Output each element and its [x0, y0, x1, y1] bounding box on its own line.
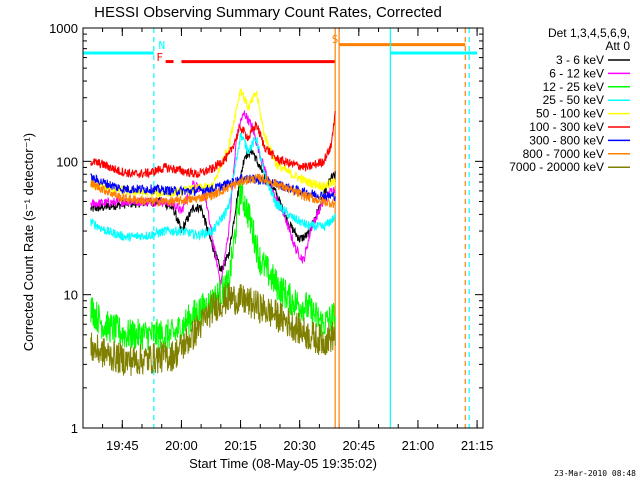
y-tick-labels: 1 10 100 1000	[49, 21, 78, 436]
y-tick-label-2: 100	[56, 154, 78, 169]
legend-label-3: 25 - 50 keV	[543, 93, 604, 107]
x-axis-label: Start Time (08-May-05 19:35:02)	[189, 456, 377, 471]
x-tick-label-5: 21:00	[402, 438, 435, 453]
series-line-4	[90, 88, 336, 198]
flag-bars	[83, 43, 478, 64]
series-line-3	[90, 132, 336, 242]
series-line-7	[90, 173, 336, 209]
x-tick-label-4: 20:45	[343, 438, 376, 453]
y-axis-label: Corrected Count Rate (s⁻¹ detector⁻¹)	[21, 133, 36, 351]
legend-label-7: 800 - 7000 keV	[523, 147, 604, 161]
x-tick-label-2: 20:15	[224, 438, 257, 453]
x-tick-label-3: 20:30	[283, 438, 316, 453]
x-tick-label-6: 21:15	[461, 438, 494, 453]
y-tick-label-3: 1000	[49, 21, 78, 36]
x-tick-label-1: 20:00	[165, 438, 198, 453]
legend-label-1: 6 - 12 keV	[549, 66, 604, 80]
flag-label-f: F	[156, 51, 163, 64]
series-line-5	[90, 111, 336, 179]
legend-header-line-2: Att 0	[605, 39, 630, 53]
legend-label-6: 300 - 800 keV	[529, 133, 604, 147]
legend-label-2: 12 - 25 keV	[543, 80, 604, 94]
legend-header-line-1: Det 1,3,4,5,6,9,	[548, 26, 630, 40]
plot-frame	[82, 27, 484, 429]
footer-timestamp: 23-Mar-2010 08:48	[554, 469, 636, 478]
x-tick-labels: 19:45 20:00 20:15 20:30 20:45 21:00 21:15	[106, 438, 493, 453]
legend-label-0: 3 - 6 keV	[556, 53, 604, 67]
flag-vlines	[153, 28, 470, 428]
plot-series	[90, 88, 336, 376]
legend-label-4: 50 - 100 keV	[536, 107, 604, 121]
y-tick-label-1: 10	[64, 288, 78, 303]
x-tick-label-0: 19:45	[106, 438, 139, 453]
y-tick-label-0: 1	[71, 421, 78, 436]
series-line-6	[90, 172, 336, 202]
flag-label-s: S	[332, 33, 339, 46]
flag-label-n: N	[159, 39, 166, 52]
legend-label-5: 100 - 300 keV	[529, 120, 604, 134]
flag-labels: NF S	[156, 33, 338, 64]
chart-title: HESSI Observing Summary Count Rates, Cor…	[94, 4, 442, 21]
legend-label-8: 7000 - 20000 keV	[509, 160, 604, 174]
series-line-8	[90, 282, 336, 376]
